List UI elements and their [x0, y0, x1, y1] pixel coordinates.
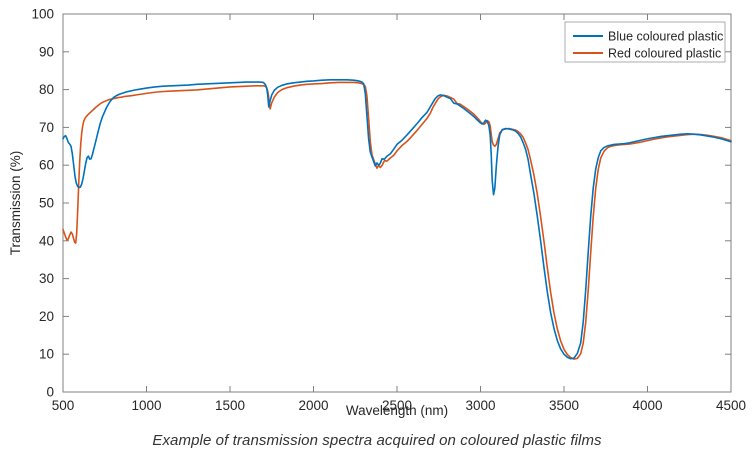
legend-box	[564, 21, 726, 63]
x-tick-label: 4500	[716, 398, 746, 413]
legend-entries: Blue coloured plastic Red coloured plasti…	[573, 30, 723, 61]
y-tick-label: 100	[31, 7, 54, 22]
plot-area-background	[63, 14, 731, 392]
x-tick-label: 1500	[215, 398, 245, 413]
series-line-blue	[62, 78, 732, 360]
y-tick-label: 70	[39, 120, 54, 135]
x-tick-label: 500	[52, 398, 75, 413]
y-axis-title: Transmission (%)	[8, 151, 23, 256]
x-tick-label: 2000	[298, 398, 328, 413]
figure-caption: Example of transmission spectra acquired…	[152, 432, 602, 449]
data-series-group	[62, 78, 732, 360]
legend-label-1: Red coloured plastic	[608, 47, 721, 61]
y-tick-label: 0	[46, 385, 54, 400]
y-tick-label: 10	[39, 347, 54, 362]
transmission-spectra-chart: 0 10 20 30 40 50 60 70 80 90 100 500 1000 1500 2000 25…	[8, 7, 746, 419]
y-tick-label: 40	[39, 233, 54, 248]
x-axis-ticks: 500 1000 1500 2000 2500 3000 3500 4000 4500	[52, 14, 746, 413]
legend-label-0: Blue coloured plastic	[608, 30, 723, 44]
plot-axes-box	[62, 13, 732, 393]
y-axis-ticks: 0 10 20 30 40 50 60 70 80 90 100	[31, 7, 731, 400]
y-tick-label: 30	[39, 271, 54, 286]
y-tick-label: 80	[39, 82, 54, 97]
x-tick-label: 3500	[549, 398, 579, 413]
x-tick-label: 1000	[131, 398, 161, 413]
chart-legend: Blue coloured plastic Red coloured plasti…	[564, 21, 726, 63]
y-tick-label: 90	[39, 44, 54, 59]
x-tick-label: 3000	[465, 398, 495, 413]
y-tick-label: 20	[39, 309, 54, 324]
y-tick-label: 60	[39, 158, 54, 173]
x-tick-label: 4000	[632, 398, 662, 413]
x-axis-title: Wavelength (nm)	[346, 403, 448, 418]
y-tick-label: 50	[39, 196, 54, 211]
chart-figure: 0 10 20 30 40 50 60 70 80 90 100 500 1000 1500 2000 25…	[8, 7, 746, 419]
x-tick-label: 2500	[382, 398, 412, 413]
